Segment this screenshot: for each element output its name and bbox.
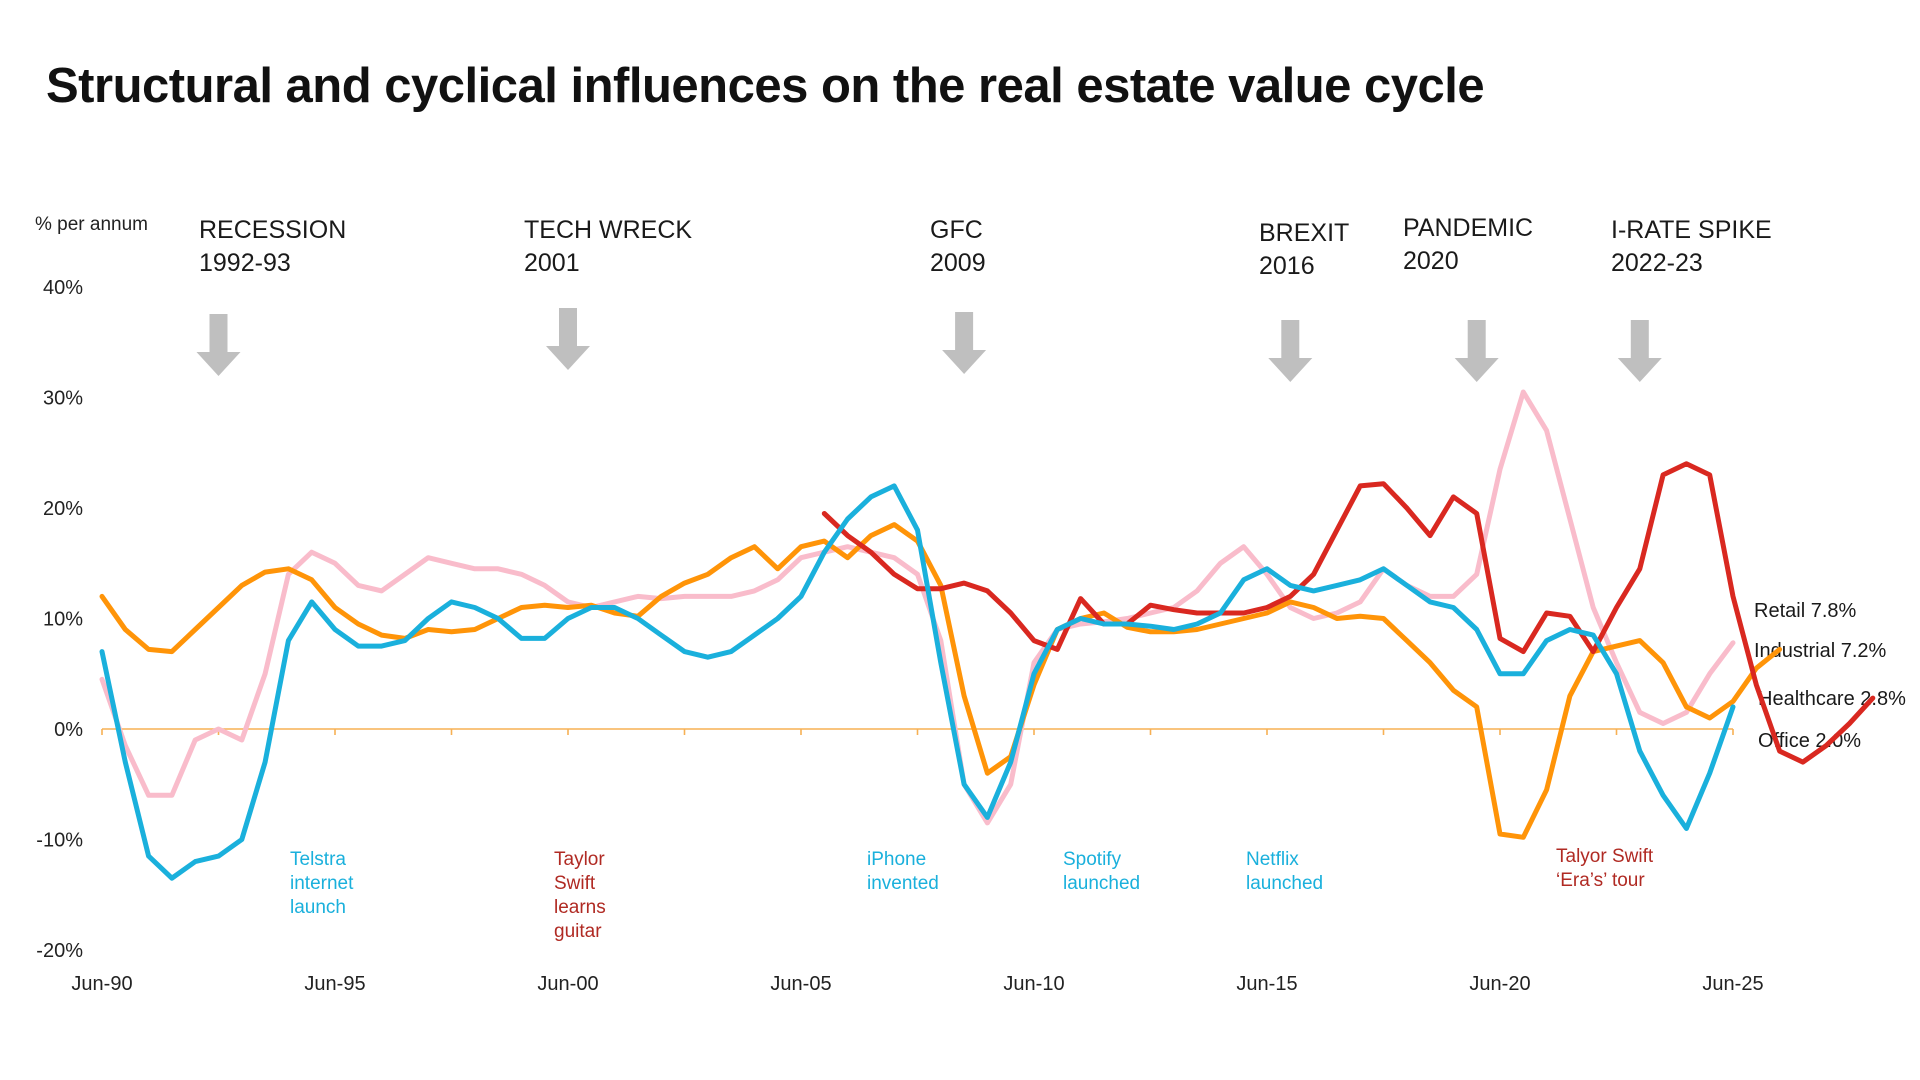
x-tick-label: Jun-20 <box>1469 973 1530 995</box>
series-line-retail <box>99 389 1736 826</box>
down-arrow-icon <box>196 314 241 376</box>
x-tick-label: Jun-25 <box>1702 973 1763 995</box>
chart-title: Structural and cyclical influences on th… <box>46 59 1485 113</box>
y-tick-label: 40% <box>43 277 83 299</box>
down-arrow-icon <box>1617 320 1662 382</box>
annotation-taylor-swift-guitar: Taylor Swift learns guitar <box>554 849 606 942</box>
event-i-rate-spike: I-RATE SPIKE 2022-23 <box>1611 214 1772 280</box>
event-label: BREXIT <box>1259 219 1350 247</box>
y-tick-label: 30% <box>43 388 83 410</box>
event-label: PANDEMIC <box>1403 214 1534 242</box>
down-arrow-icon <box>546 308 590 370</box>
event-period: 2020 <box>1403 247 1459 275</box>
event-pandemic: PANDEMIC 2020 <box>1403 212 1533 278</box>
x-tick-label: Jun-05 <box>770 973 831 995</box>
x-tick-label: Jun-15 <box>1236 973 1297 995</box>
event-label: I-RATE SPIKE <box>1611 216 1772 244</box>
annotation-telstra: Telstra internet launch <box>290 849 354 918</box>
x-tick-label: Jun-95 <box>304 973 365 995</box>
annotation-eras-tour: Talyor Swift ‘Era’s’ tour <box>1556 846 1654 891</box>
event-tech-wreck: TECH WRECK 2001 <box>524 214 692 280</box>
event-period: 2016 <box>1259 252 1315 280</box>
y-tick-label: 10% <box>43 609 83 631</box>
legend-retail: Retail 7.8% <box>1754 600 1857 622</box>
y-axis-unit-label: % per annum <box>35 214 149 235</box>
x-tick-label: Jun-10 <box>1003 973 1064 995</box>
event-period: 2009 <box>930 249 986 277</box>
y-tick-label: -20% <box>36 940 83 962</box>
event-recession: RECESSION 1992-93 <box>199 214 346 280</box>
down-arrow-icon <box>1268 320 1313 382</box>
legend-industrial: Industrial 7.2% <box>1754 640 1887 662</box>
annotation-iphone: iPhone invented <box>867 849 939 894</box>
series-line-industrial <box>99 522 1783 840</box>
y-tick-label: 0% <box>54 719 83 741</box>
series-line-healthcare <box>821 461 1876 765</box>
event-gfc: GFC 2009 <box>930 214 986 280</box>
y-tick-label: -10% <box>36 830 83 852</box>
series-line-office <box>99 483 1736 881</box>
y-tick-label: 20% <box>43 498 83 520</box>
event-label: GFC <box>930 216 983 244</box>
annotation-spotify: Spotify launched <box>1063 849 1141 894</box>
event-period: 1992-93 <box>199 249 291 277</box>
down-arrow-icon <box>942 312 987 374</box>
down-arrow-icon <box>1454 320 1499 382</box>
x-tick-label: Jun-00 <box>537 973 598 995</box>
event-label: TECH WRECK <box>524 216 693 244</box>
event-brexit: BREXIT 2016 <box>1259 217 1349 283</box>
x-tick-label: Jun-90 <box>71 973 132 995</box>
event-period: 2022-23 <box>1611 249 1703 277</box>
annotation-netflix: Netflix launched <box>1246 849 1324 894</box>
event-period: 2001 <box>524 249 580 277</box>
event-label: RECESSION <box>199 216 347 244</box>
